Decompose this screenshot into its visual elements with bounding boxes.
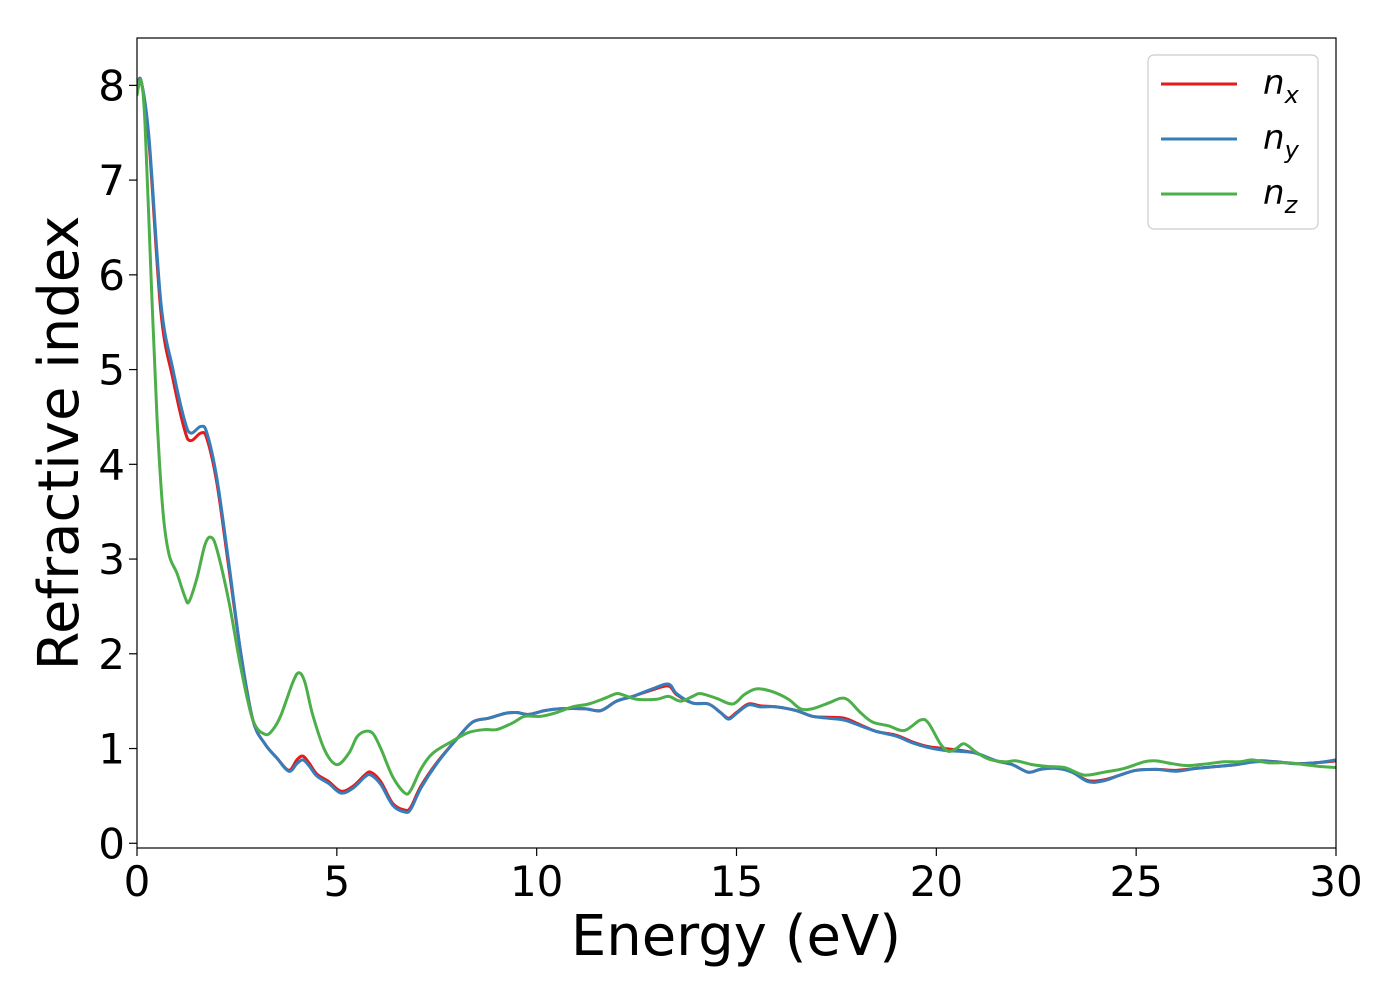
x-tick-label: 10: [510, 857, 563, 906]
y-tick-label: 8: [98, 61, 125, 110]
y-tick-label: 2: [98, 630, 125, 679]
x-tick-label: 30: [1309, 857, 1362, 906]
x-tick-label: 15: [710, 857, 763, 906]
series-line-nz: [137, 78, 1336, 796]
x-tick-label: 5: [323, 857, 350, 906]
y-tick-label: 1: [98, 725, 125, 774]
series-layer: [137, 76, 1336, 814]
y-tick-label: 4: [98, 440, 125, 489]
y-tick-label: 3: [98, 535, 125, 584]
y-axis-ticks: 0 1 2 3 4 5 6 7 8: [98, 61, 137, 868]
series-line-ny: [137, 77, 1336, 814]
y-tick-label: 7: [98, 156, 125, 205]
y-tick-label: 0: [98, 819, 125, 868]
x-tick-label: 25: [1109, 857, 1162, 906]
y-tick-label: 6: [98, 251, 125, 300]
legend-label-nx: nx: [1263, 63, 1300, 109]
x-tick-label: 0: [124, 857, 151, 906]
x-tick-label: 20: [910, 857, 963, 906]
x-axis-ticks: 0 5 10 15 20 25 30: [124, 848, 1363, 906]
x-axis-title: Energy (eV): [571, 904, 901, 969]
legend-box: [1147, 54, 1319, 230]
y-axis-title: Refractive index: [27, 216, 92, 671]
y-tick-label: 5: [98, 346, 125, 395]
